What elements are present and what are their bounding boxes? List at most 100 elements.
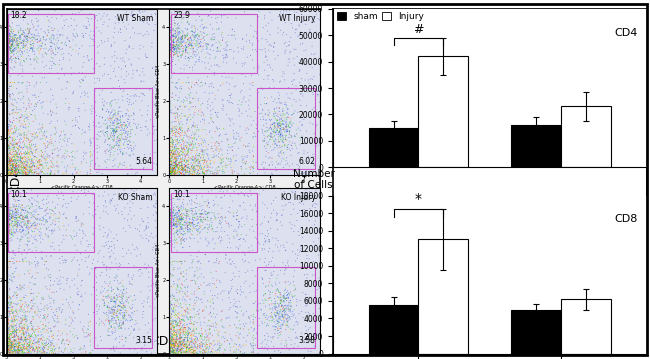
Point [168,39,179,45]
Point [44,325,54,331]
Point [108,296,118,302]
Point [165,315,176,321]
Point [40,303,50,309]
Point [171,346,181,351]
Point [76,345,86,351]
Point [141,118,151,124]
Point [166,157,176,162]
Point [31,130,42,136]
Point [266,117,276,122]
Point [60,155,70,161]
Point [188,226,198,232]
Point [6,208,16,213]
Point [54,243,64,248]
Point [188,222,199,228]
Point [23,34,33,40]
Point [183,335,193,341]
Point [51,101,61,107]
Point [184,142,194,148]
Point [43,235,53,241]
Point [109,347,119,353]
Point [119,303,129,309]
Point [187,64,198,70]
Point [168,136,178,142]
Point [11,216,21,222]
Point [177,163,187,169]
Point [295,193,306,199]
Point [179,318,189,324]
Point [181,236,192,242]
Point [66,199,77,204]
Point [187,23,197,29]
Point [31,327,41,332]
Point [132,68,142,74]
Point [11,327,21,333]
Point [171,145,181,151]
Point [222,136,233,142]
Point [112,297,122,303]
Point [201,345,211,351]
Point [19,38,29,44]
Point [210,241,220,247]
Point [257,47,267,52]
Point [15,341,25,346]
Point [109,112,119,117]
Point [302,338,312,344]
Point [14,48,25,53]
Point [185,166,195,172]
Point [6,146,16,152]
Point [14,159,24,165]
Point [23,326,34,332]
Point [177,222,188,228]
Point [45,35,55,41]
Point [11,125,21,131]
Point [41,259,51,265]
Point [5,112,15,117]
Point [7,340,18,345]
Point [16,157,26,163]
Point [99,149,110,154]
Point [8,136,19,142]
Point [169,163,179,168]
Point [4,122,14,127]
Point [216,160,226,165]
Point [166,171,176,176]
Point [283,279,293,284]
Point [281,266,291,272]
Point [108,314,118,320]
Point [36,301,46,307]
Point [15,349,25,355]
Point [59,164,70,170]
Point [188,326,199,332]
Point [164,350,175,356]
Point [83,254,94,260]
Point [216,166,227,172]
Point [315,88,326,93]
Point [173,341,183,347]
Point [10,32,20,37]
Point [30,282,40,288]
Point [171,228,181,234]
Point [27,148,37,154]
Text: WT Injury: WT Injury [280,14,316,23]
Point [167,335,177,341]
Point [6,278,16,283]
Point [167,259,177,265]
Point [233,237,244,242]
Point [36,152,47,158]
Point [8,230,19,236]
Point [182,117,192,122]
Point [9,151,20,157]
Point [178,317,188,323]
Point [174,28,184,34]
Point [169,157,179,163]
Point [168,44,179,50]
Point [170,238,181,243]
Point [25,346,36,352]
Point [172,163,182,169]
Point [166,36,176,42]
Point [178,226,188,232]
Point [285,148,296,153]
Point [182,209,192,215]
Point [126,323,136,329]
